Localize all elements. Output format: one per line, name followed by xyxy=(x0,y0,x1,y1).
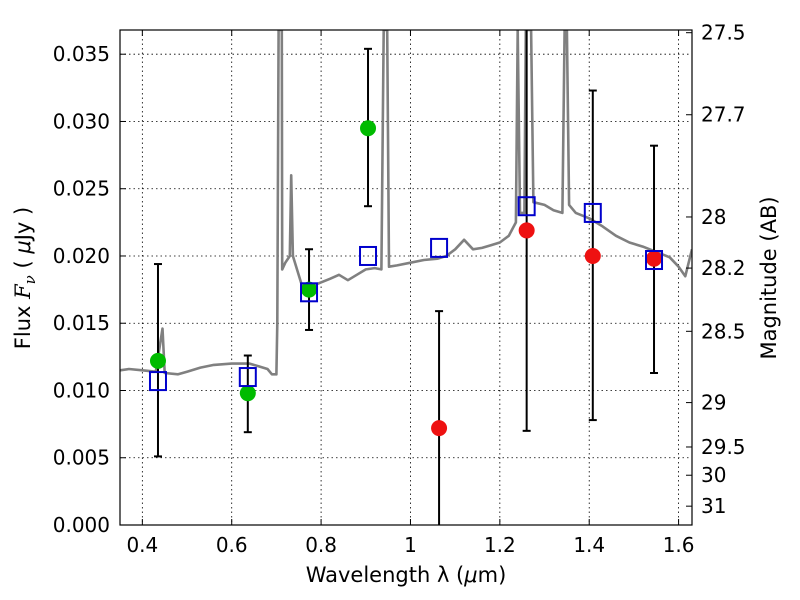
data-point-circle xyxy=(239,385,256,402)
x-tick-label: 1 xyxy=(404,533,417,557)
magnitude-axis-ticks: 27.5 27.7 28 28.2 28.5 29 29.5 30 31 xyxy=(686,21,746,518)
magnitude-axis-label: Magnitude (AB) xyxy=(757,196,781,359)
data-point-square xyxy=(238,367,257,388)
data-point-square xyxy=(300,282,319,303)
data-point-circle xyxy=(149,352,166,369)
model-spectrum xyxy=(120,30,692,376)
data-point-circle xyxy=(518,222,535,239)
y-tick-label: 0.000 xyxy=(53,513,110,537)
magnitude-tick-label: 28.5 xyxy=(701,319,746,343)
y-tick-label: 0.015 xyxy=(53,311,110,335)
data-point-square xyxy=(148,371,167,392)
data-point-circle xyxy=(301,281,318,298)
grid-lines xyxy=(120,30,692,526)
data-point-square xyxy=(645,250,664,271)
data-point-square xyxy=(359,245,378,266)
data-point-circle xyxy=(431,420,448,437)
data-point-square xyxy=(430,237,449,258)
y-axis-label: Flux Fν ( μJy ) xyxy=(11,207,39,349)
y-tick-label: 0.010 xyxy=(53,378,110,402)
spectrum-line xyxy=(120,30,692,376)
x-axis-ticks: 0.4 0.6 0.8 1 1.2 1.4 1.6 xyxy=(126,30,695,557)
magnitude-tick-label: 27.5 xyxy=(701,21,746,45)
magnitude-tick-label: 30 xyxy=(701,463,726,487)
data-point-square xyxy=(583,202,602,223)
y-tick-label: 0.005 xyxy=(53,446,110,470)
x-tick-label: 1.2 xyxy=(484,533,516,557)
y-tick-label: 0.030 xyxy=(53,109,110,133)
data-point-circle xyxy=(646,250,663,267)
x-tick-label: 1.6 xyxy=(663,533,695,557)
magnitude-tick-label: 27.7 xyxy=(701,103,746,127)
y-tick-label: 0.020 xyxy=(53,244,110,268)
plot-frame xyxy=(119,29,693,526)
error-bars xyxy=(153,30,659,525)
y-tick-label: 0.025 xyxy=(53,177,110,201)
magnitude-tick-label: 29 xyxy=(701,391,726,415)
data-point-circle xyxy=(584,247,601,264)
y-tick-label: 0.035 xyxy=(53,42,110,66)
x-tick-label: 1.4 xyxy=(573,533,605,557)
x-tick-label: 0.6 xyxy=(216,533,248,557)
x-tick-label: 0.8 xyxy=(305,533,337,557)
magnitude-tick-label: 29.5 xyxy=(701,435,746,459)
magnitude-tick-label: 31 xyxy=(701,494,726,518)
x-axis-label: Wavelength λ (μm) xyxy=(306,563,507,587)
data-points xyxy=(148,120,664,437)
magnitude-tick-label: 28.2 xyxy=(701,256,746,280)
x-tick-label: 0.4 xyxy=(126,533,158,557)
y-axis-ticks: 0.000 0.005 0.010 0.015 0.020 0.025 0.030 0.035 xyxy=(53,42,126,537)
magnitude-tick-label: 28 xyxy=(701,205,726,229)
data-point-square xyxy=(517,196,536,217)
data-point-circle xyxy=(360,120,377,137)
